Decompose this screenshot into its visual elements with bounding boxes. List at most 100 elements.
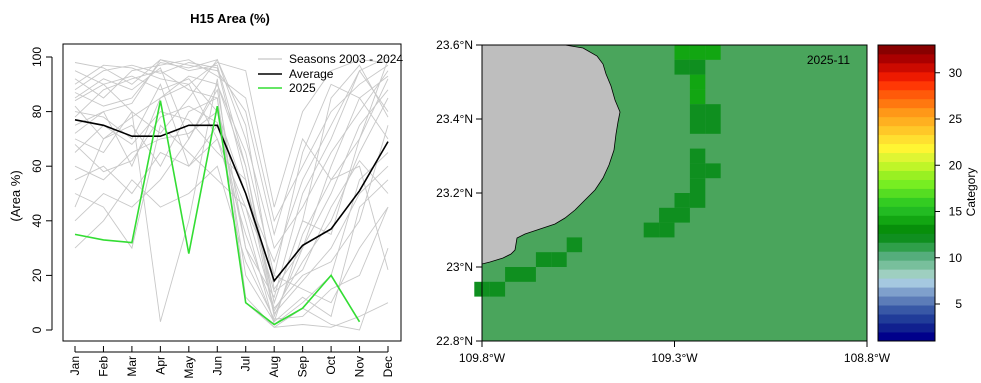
map-x-tick-label: 108.8°W [844, 351, 891, 365]
season-line-17 [74, 75, 389, 315]
grid-cell [689, 89, 706, 105]
grid-cell [705, 119, 721, 134]
colorbar-band [878, 332, 935, 342]
colorbar-band [878, 53, 935, 64]
x-tick-label: Feb [96, 356, 110, 377]
colorbar-band [878, 71, 935, 82]
colorbar-band [878, 80, 935, 91]
colorbar-band [878, 62, 935, 73]
map-y-tick-label: 23.4°N [436, 112, 473, 126]
colorbar-band [878, 89, 935, 100]
season-line-7 [74, 59, 389, 223]
y-tick-label: 40 [30, 214, 44, 228]
legend-label-2025: 2025 [289, 81, 316, 95]
colorbar-band [878, 269, 935, 279]
season-lines [74, 56, 389, 331]
series-line-2025 [74, 100, 361, 326]
season-line-22 [74, 78, 389, 331]
colorbar-band [878, 215, 935, 225]
colorbar-tick-label: 15 [949, 205, 963, 219]
map-y-tick-label: 23.2°N [436, 186, 473, 200]
colorbar-tick-label: 5 [955, 297, 962, 311]
season-line-13 [74, 59, 389, 291]
grid-cell [689, 45, 706, 60]
map-panel [474, 44, 868, 342]
plot-frame [62, 43, 402, 342]
legend: Seasons 2003 - 2024 Average 2025 [258, 52, 403, 95]
x-tick-label: Jun [210, 356, 224, 375]
season-line-16 [74, 83, 389, 277]
x-tick-label: Oct [324, 355, 338, 374]
colorbar-label: Category [964, 168, 978, 217]
colorbar-band [878, 197, 935, 207]
grid-cell [705, 163, 721, 179]
season-line-18 [74, 59, 389, 237]
season-line-4 [74, 69, 389, 299]
colorbar-band [878, 143, 935, 154]
colorbar-tick-label: 25 [949, 112, 963, 126]
map-y-tick-label: 23°N [446, 260, 473, 274]
colorbar-band [878, 233, 935, 243]
map-period-label: 2025-11 [807, 53, 850, 67]
colorbar-band [878, 251, 935, 261]
grid-cell [674, 207, 690, 223]
colorbar-band [878, 170, 935, 180]
y-tick-label: 0 [30, 326, 44, 333]
grid-cell [566, 237, 583, 253]
x-tick-label: Jan [68, 356, 82, 375]
series-lines [74, 100, 389, 326]
colorbar-band [878, 98, 935, 109]
grid-cell [674, 45, 690, 60]
chart-title: H15 Area (%) [190, 11, 270, 26]
grid-cell [659, 207, 675, 223]
colorbar-frame [877, 44, 936, 342]
grid-cell [659, 222, 675, 238]
grid-cell [689, 163, 706, 179]
colorbar-band [878, 206, 935, 216]
y-tick-label: 100 [30, 47, 44, 67]
colorbar: 5 10 15 20 25 30 [877, 44, 963, 342]
season-line-8 [74, 83, 389, 326]
series-line-average [74, 119, 389, 283]
season-line-20 [74, 59, 389, 208]
colorbar-band [878, 314, 935, 324]
y-tick-label: 80 [30, 105, 44, 119]
colorbar-band [878, 224, 935, 234]
x-tick-label: Apr [153, 356, 167, 375]
colorbar-band [878, 305, 935, 315]
map-y-tick-label: 22.8°N [436, 334, 473, 348]
colorbar-band [878, 188, 935, 198]
grid-cell [674, 59, 690, 75]
season-line-19 [74, 88, 389, 323]
season-line-5 [74, 67, 389, 304]
colorbar-band [878, 134, 935, 145]
grid-cell [674, 193, 690, 208]
legend-label-seasons: Seasons 2003 - 2024 [289, 52, 403, 66]
grid-cell [505, 267, 521, 282]
x-tick-label: May [182, 356, 196, 379]
colorbar-band [878, 296, 935, 306]
colorbar-band [878, 287, 935, 297]
grid-cell [643, 222, 660, 238]
map-axes: 109.8°W 109.3°W 108.8°W 23.6°N 23.4°N 23.2°N 2… [436, 38, 891, 365]
colorbar-band [878, 125, 935, 136]
x-tick-label: Aug [267, 356, 281, 377]
legend-label-average: Average [289, 67, 334, 81]
x-axis: Jan Feb Mar Apr May Jun Jul Aug Sep Oct Nov Dec [68, 346, 395, 379]
grid-cell [689, 178, 706, 193]
x-tick-label: Mar [125, 356, 139, 377]
grid-cell [520, 267, 536, 282]
map-x-tick-label: 109.3°W [651, 351, 698, 365]
colorbar-band [878, 116, 935, 127]
colorbar-band [878, 45, 935, 55]
x-tick-label: Sep [296, 356, 310, 378]
x-tick-label: Nov [353, 356, 367, 377]
grid-cell [689, 119, 706, 134]
season-line-11 [74, 56, 389, 264]
season-line-2 [74, 62, 389, 318]
map-y-tick-label: 23.6°N [436, 38, 473, 52]
land-mass [481, 44, 621, 265]
grid-cell [689, 104, 706, 119]
season-line-9 [74, 58, 389, 250]
x-tick-label: Dec [381, 356, 395, 377]
